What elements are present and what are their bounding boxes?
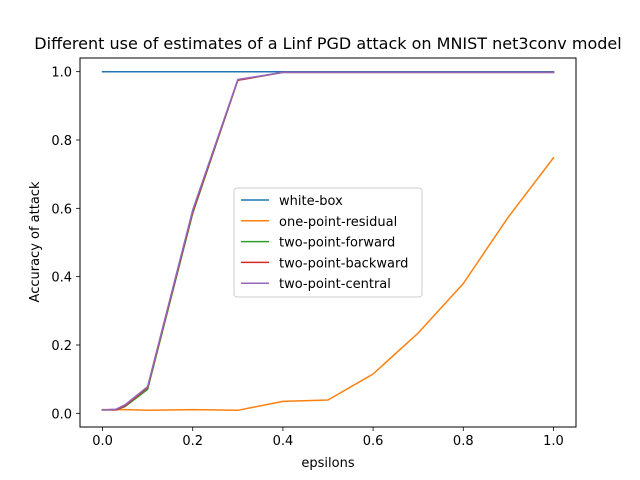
- legend-label-one-point-residual: one-point-residual: [279, 215, 397, 230]
- x-tick-label: 0.2: [182, 434, 203, 449]
- series-line-two-point-central: [101, 71, 555, 411]
- legend-label-two-point-central: two-point-central: [279, 277, 391, 292]
- x-tick-label: 1.0: [543, 434, 564, 449]
- x-tick-label: 0.6: [363, 434, 384, 449]
- x-tick-label: 0.0: [92, 434, 113, 449]
- y-tick-label: 0.4: [51, 271, 72, 286]
- y-tick-label: 0.6: [51, 202, 72, 217]
- x-axis: 0.0 0.2 0.4 0.6 0.8 1.0: [92, 427, 564, 449]
- y-tick-label: 1.0: [51, 66, 72, 81]
- x-axis-label: epsilons: [301, 456, 354, 471]
- legend-label-white-box: white-box: [279, 194, 343, 209]
- plot-area-frame: [79, 57, 577, 428]
- x-tick-label: 0.4: [273, 434, 294, 449]
- series-line-one-point-residual: [101, 156, 555, 412]
- y-tick-label: 0.0: [51, 407, 72, 422]
- legend-label-two-point-forward: two-point-forward: [279, 236, 395, 251]
- chart-title: Different use of estimates of a Linf PGD…: [34, 34, 621, 53]
- y-tick-label: 0.2: [51, 339, 72, 354]
- legend: white-box one-point-residual two-point-for…: [233, 187, 423, 298]
- y-tick-label: 0.8: [51, 134, 72, 149]
- legend-entries: white-box one-point-residual two-point-for…: [241, 194, 408, 292]
- y-axis-label: Accuracy of attack: [28, 181, 43, 302]
- legend-label-two-point-backward: two-point-backward: [279, 256, 408, 271]
- series-layer: [101, 70, 555, 412]
- x-tick-label: 0.8: [453, 434, 474, 449]
- legend-box: [233, 187, 423, 298]
- y-axis: 0.0 0.2 0.4 0.6 0.8 1.0: [51, 66, 80, 422]
